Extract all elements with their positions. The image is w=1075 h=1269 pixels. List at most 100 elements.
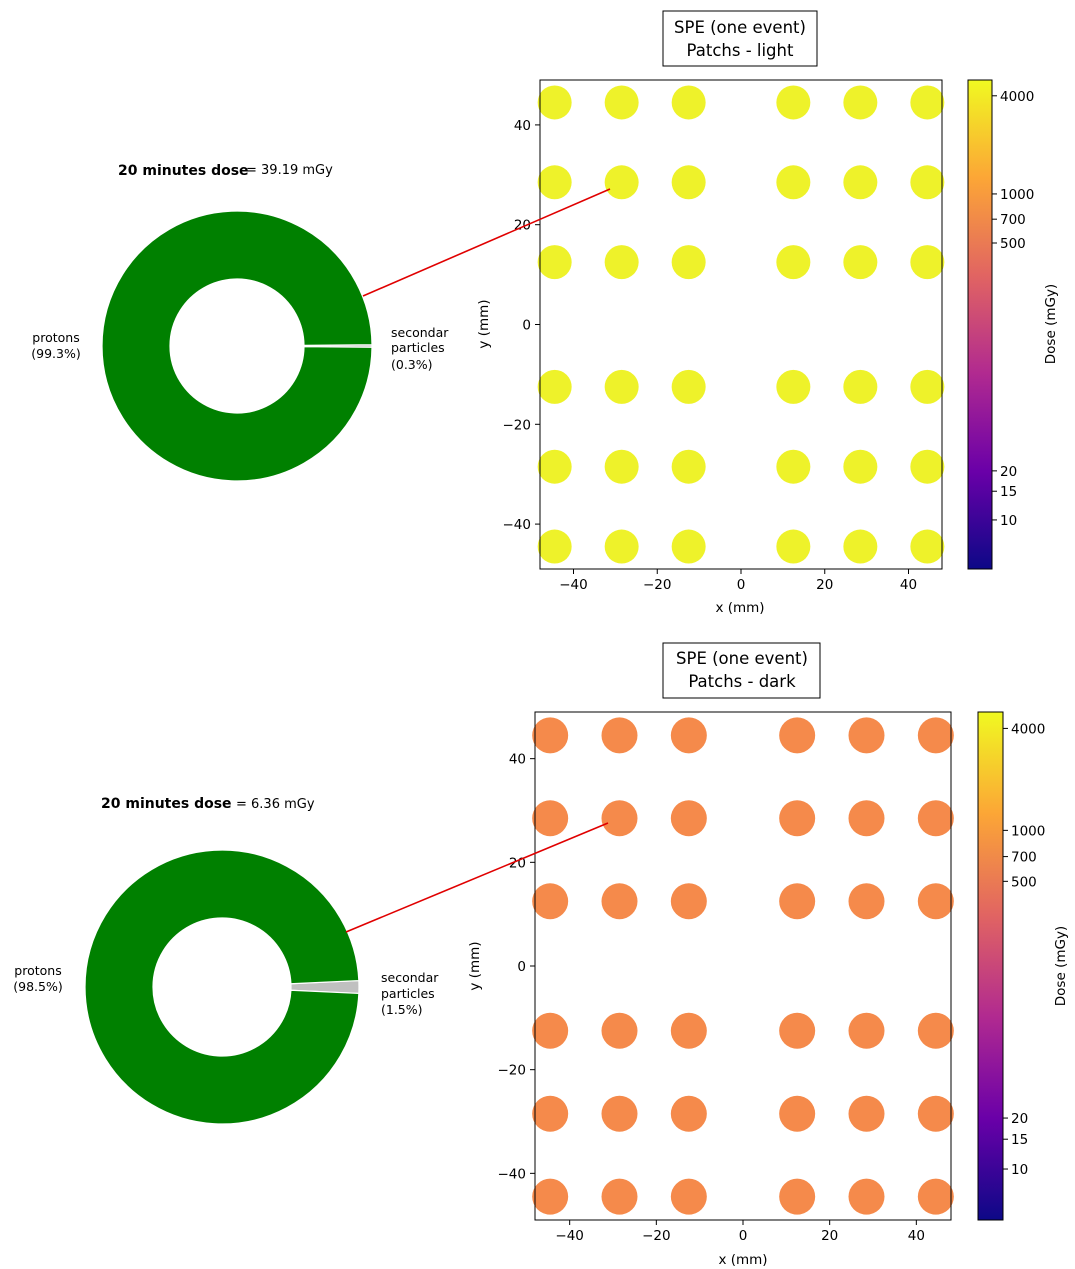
scatter-point xyxy=(671,369,706,404)
x-tick-label: 20 xyxy=(816,577,833,593)
scatter-point xyxy=(917,800,954,837)
y-tick-label: −40 xyxy=(498,1166,527,1182)
colorbar-tick-label: 700 xyxy=(1011,850,1037,866)
scatter-point xyxy=(917,1095,954,1132)
scatter-point xyxy=(670,1012,707,1049)
x-tick-label: −20 xyxy=(642,1228,671,1244)
slice-label-secondary-line2: particles xyxy=(391,340,445,355)
scatter-point xyxy=(537,449,572,484)
scatter-point xyxy=(910,369,945,404)
scatter-point xyxy=(604,369,639,404)
scatter-point xyxy=(843,369,878,404)
scatter-point xyxy=(604,245,639,280)
scatter-point xyxy=(776,449,811,484)
colorbar-tick-label: 1000 xyxy=(1000,187,1034,203)
x-tick-label: −20 xyxy=(643,577,672,593)
scatter-point xyxy=(671,245,706,280)
colorbar-tick-label: 15 xyxy=(1000,484,1017,500)
scatter-point xyxy=(843,245,878,280)
y-tick-label: 20 xyxy=(514,218,531,234)
scatter-point xyxy=(671,165,706,200)
title-box xyxy=(662,10,818,67)
slice-percent-protons: (99.3%) xyxy=(31,346,80,361)
y-tick-label: 0 xyxy=(517,959,526,975)
slice-percent-secondary: (1.5%) xyxy=(381,1002,423,1017)
y-axis-label: y (mm) xyxy=(476,299,492,348)
colorbar-tick-label: 4000 xyxy=(1000,89,1034,105)
y-tick-label: 40 xyxy=(509,752,526,768)
x-axis-label: x (mm) xyxy=(718,1252,767,1268)
scatter-point xyxy=(843,85,878,120)
scatter-point xyxy=(670,717,707,754)
scatter-point xyxy=(601,717,638,754)
scatter-point xyxy=(917,883,954,920)
connector-line-light xyxy=(362,188,611,297)
y-tick-label: 0 xyxy=(522,318,531,334)
scatter-point xyxy=(537,245,572,280)
slice-percent-secondary: (0.3%) xyxy=(391,357,433,372)
y-tick-label: −20 xyxy=(503,417,532,433)
y-tick-label: −40 xyxy=(503,517,532,533)
colorbar-tick-label: 500 xyxy=(1000,236,1026,252)
dose-label: 20 minutes dose xyxy=(118,163,249,179)
scatter-point xyxy=(776,245,811,280)
scatter-point xyxy=(601,1178,638,1215)
scatter-point xyxy=(910,245,945,280)
scatter-point xyxy=(671,85,706,120)
slice-label-secondary-line2: particles xyxy=(381,986,435,1001)
scatter-point xyxy=(601,883,638,920)
scatter-point xyxy=(843,449,878,484)
plot-area xyxy=(535,712,951,1220)
colorbar-tick-label: 10 xyxy=(1000,513,1017,529)
scatter-point xyxy=(776,165,811,200)
colorbar-tick-label: 700 xyxy=(1000,212,1026,228)
scatter-point xyxy=(532,1178,569,1215)
scatter-point xyxy=(779,1178,816,1215)
colorbar-tick-label: 10 xyxy=(1011,1162,1028,1178)
scatter-point xyxy=(537,165,572,200)
scatter-point xyxy=(604,449,639,484)
scatter-point xyxy=(670,1178,707,1215)
x-tick-label: −40 xyxy=(555,1228,584,1244)
colorbar: 10 15 20 500 700 1000 4000 xyxy=(967,79,1034,570)
title-box xyxy=(662,642,821,699)
donut-panel-dark: 20 minutes dose = 6.36 mGy protons (98.5… xyxy=(13,796,439,1125)
scatter-point xyxy=(917,717,954,754)
scatter-point xyxy=(779,1012,816,1049)
slice-label-secondary: secondar xyxy=(391,325,449,340)
scatter-point xyxy=(601,1095,638,1132)
scatter-point xyxy=(776,369,811,404)
scatter-point xyxy=(843,529,878,564)
scatter-panel-dark: SPE (one event) Patchs - dark −40 −20 0 20 4… xyxy=(467,642,1069,1268)
scatter-point xyxy=(910,449,945,484)
dose-value: = 6.36 mGy xyxy=(236,797,315,812)
colorbar-gradient xyxy=(967,79,993,570)
slice-label-protons: protons xyxy=(14,963,61,978)
chart-title-line2: Patchs - light xyxy=(687,41,794,60)
scatter-point xyxy=(843,165,878,200)
scatter-point xyxy=(670,800,707,837)
scatter-point xyxy=(604,85,639,120)
y-tick-label: −20 xyxy=(498,1063,527,1079)
scatter-point xyxy=(917,1178,954,1215)
scatter-point xyxy=(848,883,885,920)
scatter-point xyxy=(776,529,811,564)
scatter-point xyxy=(779,1095,816,1132)
scatter-point xyxy=(779,717,816,754)
x-tick-label: −40 xyxy=(559,577,588,593)
scatter-point xyxy=(917,1012,954,1049)
x-tick-label: 20 xyxy=(821,1228,838,1244)
chart-title-line2: Patchs - dark xyxy=(688,672,796,691)
scatter-panel-light: SPE (one event) Patchs - light −40 −20 0 20… xyxy=(476,10,1059,616)
scatter-point xyxy=(779,883,816,920)
donut-chart xyxy=(101,210,373,482)
x-tick-label: 40 xyxy=(900,577,917,593)
scatter-point xyxy=(848,1012,885,1049)
slice-label-protons: protons xyxy=(32,330,79,345)
scatter-point xyxy=(848,1095,885,1132)
scatter-point xyxy=(671,529,706,564)
pie-slice-protons xyxy=(84,849,360,1125)
chart-title-line1: SPE (one event) xyxy=(676,649,808,668)
x-axis-label: x (mm) xyxy=(715,600,764,616)
